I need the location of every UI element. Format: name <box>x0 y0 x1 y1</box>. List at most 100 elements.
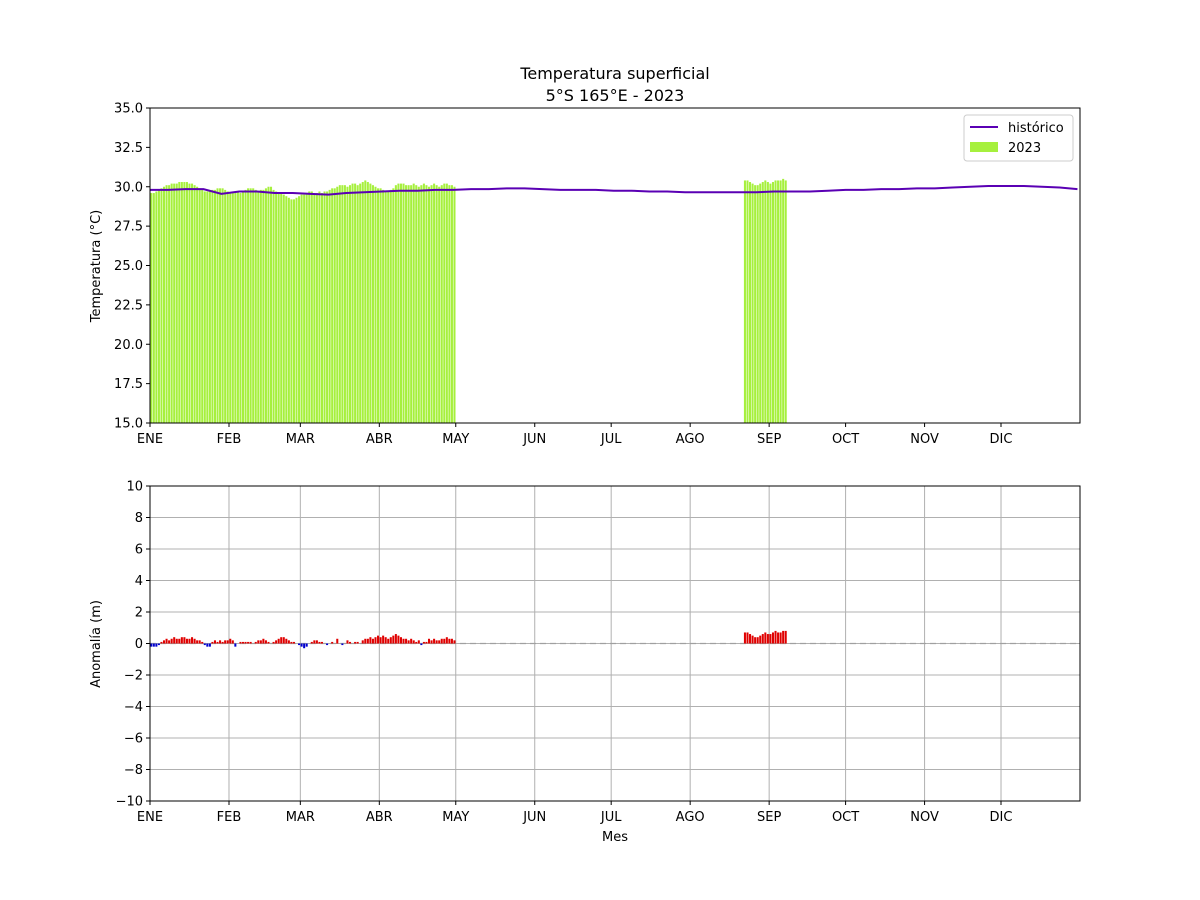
anomaly-bar <box>162 640 166 644</box>
anomaly-y-tick-label: −8 <box>124 763 143 778</box>
temperature-bar <box>211 189 214 423</box>
temperature-bar <box>387 191 390 423</box>
anomaly-bar <box>397 635 400 644</box>
anomaly-x-tick-label: ABR <box>366 810 393 825</box>
anomaly-bar <box>438 640 441 644</box>
anomaly-x-tick-label: JUN <box>522 810 546 825</box>
temperature-bar <box>766 182 769 423</box>
temperature-bar <box>348 185 352 423</box>
anomaly-x-tick-label: FEB <box>217 810 242 825</box>
temperature-bar <box>320 193 324 423</box>
temperature-bar <box>160 188 163 423</box>
temperature-bar <box>162 186 166 423</box>
anomaly-bar <box>315 640 318 644</box>
anomaly-bar <box>267 641 270 644</box>
temperature-bar <box>196 186 199 423</box>
temperature-bar <box>382 189 385 423</box>
temperature-y-tick-label: 30.0 <box>114 180 143 195</box>
anomaly-bar <box>185 638 188 644</box>
anomaly-bar <box>445 637 448 644</box>
anomaly-bar <box>313 640 316 644</box>
anomaly-bar <box>784 630 787 644</box>
temperature-bar <box>305 193 308 423</box>
temperature-bar <box>219 188 222 423</box>
anomaly-bar <box>440 638 443 644</box>
anomaly-bar <box>241 641 245 644</box>
temperature-bar <box>290 199 293 423</box>
temperature-x-tick-label: SEP <box>757 432 781 447</box>
anomaly-bar <box>206 643 209 647</box>
anomaly-bar <box>743 632 746 644</box>
anomaly-bar <box>331 641 334 644</box>
anomaly-bar <box>152 643 155 647</box>
temperature-bar <box>389 189 392 423</box>
temperature-bar <box>193 185 196 423</box>
anomaly-bar <box>453 640 456 644</box>
anomaly-bar <box>318 641 321 644</box>
temperature-bar <box>450 185 453 423</box>
temperature-bar <box>150 193 153 423</box>
anomaly-bar <box>746 632 749 644</box>
anomaly-bar <box>224 640 227 644</box>
anomaly-bar <box>433 638 436 644</box>
anomaly-bar <box>234 643 237 647</box>
temperature-bar <box>185 182 188 423</box>
temperature-x-ticks: ENE FEB MAR ABR MAY JUN JUL AGO SEP OCT NOV DIC <box>137 423 1013 447</box>
anomaly-y-ticks: −10 −8 −6 −4 −2 0 2 4 6 8 10 <box>116 480 150 810</box>
anomaly-bar <box>389 637 392 644</box>
temperature-bar <box>397 183 400 423</box>
anomaly-bar <box>180 637 183 644</box>
anomaly-bar <box>782 630 785 644</box>
anomaly-bar <box>203 643 206 646</box>
temperature-bar <box>326 191 329 423</box>
anomaly-bar <box>201 641 204 644</box>
anomaly-bar <box>244 641 247 644</box>
temperature-bar <box>254 189 257 423</box>
temperature-bar <box>188 183 191 423</box>
temperature-bar <box>746 180 749 423</box>
temperature-bar <box>366 182 369 423</box>
anomaly-bar <box>249 641 252 644</box>
temperature-bar <box>173 183 176 423</box>
temperature-bar <box>178 182 181 423</box>
temperature-x-tick-label: DIC <box>990 432 1013 447</box>
temperature-panel: 15.0 17.5 20.0 22.5 25.0 27.5 30.0 32.5 35.0 ENE… <box>89 102 1081 447</box>
anomaly-bar <box>443 638 446 644</box>
anomaly-bar <box>292 641 295 644</box>
temperature-x-tick-label: ABR <box>366 432 393 447</box>
temperature-bar <box>328 189 331 423</box>
temperature-bar <box>369 183 372 423</box>
temperature-bar <box>333 188 336 423</box>
anomaly-bar <box>366 638 369 644</box>
temperature-bar <box>371 185 374 423</box>
anomaly-y-tick-label: 4 <box>135 574 143 589</box>
anomaly-y-tick-label: 0 <box>135 637 143 652</box>
temperature-bar <box>303 194 306 423</box>
anomaly-bar <box>425 641 428 644</box>
anomaly-bar <box>247 641 250 644</box>
temperature-bar <box>425 185 428 423</box>
temperature-bar <box>412 183 415 423</box>
anomaly-bar <box>771 632 774 644</box>
anomaly-bar <box>759 635 762 644</box>
temperature-bar <box>287 197 290 423</box>
temperature-x-tick-label: MAY <box>442 432 469 447</box>
anomaly-bar <box>774 630 777 644</box>
temperature-y-tick-label: 20.0 <box>114 338 143 353</box>
anomaly-x-tick-label: ENE <box>137 810 163 825</box>
temperature-bar <box>292 199 295 423</box>
temperature-bar <box>343 185 346 423</box>
anomaly-y-axis-label: Anomalía (m) <box>89 600 104 688</box>
temperature-bar <box>417 186 420 423</box>
anomaly-bar <box>231 640 234 644</box>
anomaly-bar <box>264 640 267 644</box>
temperature-bar <box>170 183 173 423</box>
historico-line <box>150 184 1078 196</box>
temperature-bar <box>315 193 318 423</box>
legend: histórico 2023 <box>963 114 1074 162</box>
temperature-bar <box>298 196 301 423</box>
temperature-bar <box>206 191 209 423</box>
anomaly-bar <box>191 637 194 644</box>
anomaly-y-tick-label: −10 <box>116 795 143 810</box>
temperature-bar <box>440 185 443 423</box>
